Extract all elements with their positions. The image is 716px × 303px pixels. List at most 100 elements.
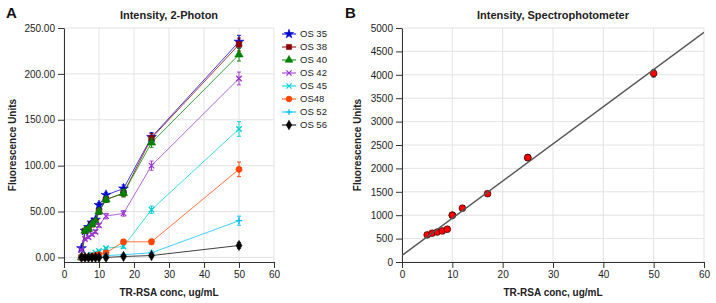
- x-tick-mark: [402, 262, 403, 268]
- series: [79, 122, 242, 261]
- error-bar: [150, 206, 154, 213]
- x-tick: 50: [234, 262, 246, 280]
- point: [236, 126, 241, 131]
- series-line: [82, 78, 240, 250]
- series: [77, 35, 244, 252]
- legend-label: OS 40: [300, 54, 327, 65]
- x-axis-title: TR-RSA conc, ug/mL: [119, 287, 218, 298]
- legend-label: OS 38: [300, 41, 327, 52]
- x-tick-mark: [239, 262, 240, 268]
- x-tick: 0: [62, 262, 68, 280]
- point: [444, 226, 451, 233]
- y-grid-line: [64, 73, 274, 74]
- x-grid-line: [274, 28, 275, 262]
- y-tick-label: 100.00: [24, 160, 55, 171]
- point: [120, 239, 126, 245]
- point: [93, 229, 98, 234]
- point: [103, 213, 108, 218]
- x-tick-label: 40: [598, 269, 610, 280]
- x-tick-label: 20: [498, 269, 510, 280]
- y-tick: 3500: [371, 93, 402, 104]
- x-tick-label: 0: [400, 269, 406, 280]
- x-tick-mark: [553, 262, 554, 268]
- point: [121, 211, 126, 216]
- x-tick-label: 60: [699, 269, 711, 280]
- x-tick-mark: [134, 262, 135, 268]
- chart-root: 01020304050600.0050.00100.00150.00200.00…: [0, 0, 716, 303]
- y-tick-label: 3000: [371, 116, 394, 127]
- y-tick-mark: [396, 28, 402, 29]
- legend-symbol: [286, 83, 291, 88]
- y-axis: 0500100015002000250030003500400045005000: [371, 23, 403, 268]
- x-tick-label: 50: [234, 269, 246, 280]
- point: [147, 138, 155, 145]
- x-tick-mark: [654, 262, 655, 268]
- legend-item: OS 52: [282, 106, 327, 117]
- x-grid-line: [64, 28, 65, 262]
- y-tick-mark: [396, 75, 402, 76]
- y-tick-label: 4500: [371, 46, 394, 57]
- x-tick-mark: [169, 262, 170, 268]
- legend: OS 35OS 38OS 40OS 42OS 45OS48OS 52OS 56: [282, 28, 327, 130]
- plot-background: [64, 28, 274, 262]
- y-tick-label: 2500: [371, 140, 394, 151]
- y-tick-mark: [58, 28, 64, 29]
- y-tick-label: 1000: [371, 210, 394, 221]
- y-tick: 50.00: [30, 206, 64, 217]
- y-grid-line: [402, 98, 704, 99]
- point: [236, 42, 241, 47]
- legend-label: OS 35: [300, 28, 327, 39]
- point: [236, 240, 242, 250]
- legend-item: OS 40: [282, 54, 327, 65]
- error-bar: [122, 211, 126, 217]
- series: [79, 240, 242, 262]
- y-tick-label: 1500: [371, 187, 394, 198]
- x-tick-mark: [704, 262, 705, 268]
- panel-label: A: [6, 4, 17, 21]
- y-tick-label: 50.00: [30, 206, 55, 217]
- y-grid-line: [402, 238, 704, 239]
- legend-symbol: [284, 29, 293, 38]
- point: [102, 195, 110, 202]
- y-grid-line: [402, 74, 704, 75]
- y-tick-mark: [58, 257, 64, 258]
- error-bar: [97, 223, 101, 227]
- x-tick-label: 30: [164, 269, 176, 280]
- point: [103, 252, 109, 262]
- y-tick-mark: [58, 120, 64, 121]
- series-line: [82, 129, 240, 257]
- x-tick: 60: [269, 262, 281, 280]
- error-bar: [237, 72, 241, 85]
- point: [149, 163, 154, 168]
- legend-item: OS 38: [282, 41, 327, 52]
- x-tick-label: 10: [447, 269, 459, 280]
- y-tick: 4500: [371, 46, 402, 57]
- y-axis: 0.0050.00100.00150.00200.00250.00: [24, 23, 64, 263]
- y-tick-label: 0.00: [36, 252, 56, 263]
- y-tick-mark: [396, 145, 402, 146]
- x-tick-mark: [204, 262, 205, 268]
- y-tick-mark: [396, 51, 402, 52]
- y-tick-label: 150.00: [24, 114, 55, 125]
- chart-title: Intensity, 2-Photon: [120, 9, 218, 21]
- y-grid-line: [64, 165, 274, 166]
- x-tick-label: 30: [548, 269, 560, 280]
- y-tick: 3000: [371, 116, 402, 127]
- y-grid-line: [64, 28, 274, 29]
- x-tick-mark: [503, 262, 504, 268]
- legend-item: OS 42: [282, 67, 327, 78]
- point: [149, 207, 154, 212]
- legend-item: OS48: [282, 93, 324, 104]
- point: [119, 188, 127, 195]
- x-tick-mark: [603, 262, 604, 268]
- legend-item: OS 35: [282, 28, 327, 39]
- x-tick-mark: [99, 262, 100, 268]
- legend-label: OS48: [300, 93, 324, 104]
- legend-symbol: [285, 56, 293, 63]
- grid: [402, 28, 704, 262]
- x-tick: 10: [447, 262, 459, 280]
- point: [236, 217, 242, 223]
- legend-label: OS 45: [300, 80, 327, 91]
- error-bar: [150, 161, 154, 170]
- series-line: [82, 55, 240, 258]
